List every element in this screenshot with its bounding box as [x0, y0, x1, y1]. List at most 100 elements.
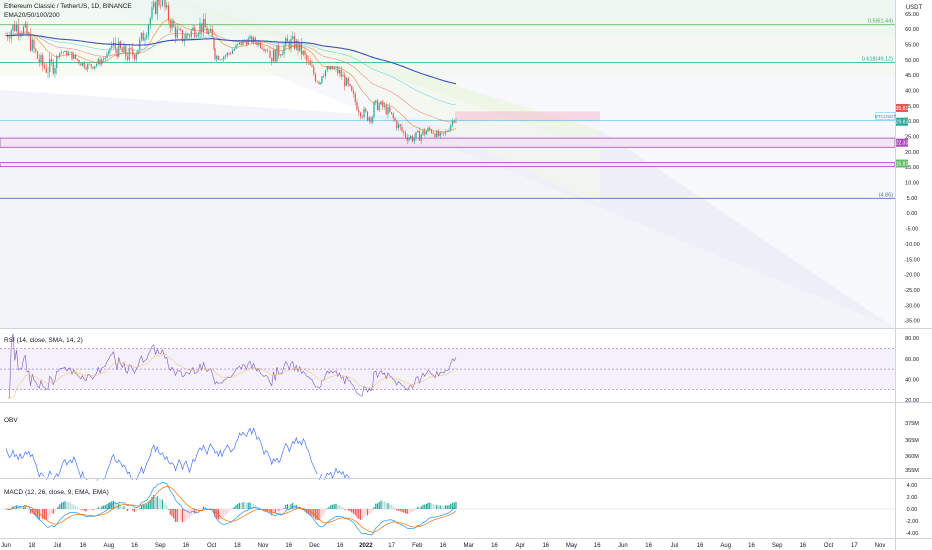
candle-body	[126, 56, 129, 60]
macd-histogram-bar	[306, 509, 308, 514]
candle-body	[87, 63, 89, 70]
macd-histogram-bar	[88, 509, 91, 510]
candle-body	[95, 64, 98, 67]
price-tick-label: -5.00	[906, 227, 919, 233]
time-tick-label: Oct	[207, 543, 217, 549]
support-zone[interactable]	[0, 162, 896, 168]
macd-histogram-bar	[382, 501, 384, 509]
symbol-legend[interactable]: Ethereum Classic / TetherUS, 1D, BINANCE	[4, 3, 132, 10]
macd-histogram-bar	[252, 503, 255, 509]
macd-histogram-bar	[204, 506, 206, 509]
candle-body	[201, 23, 203, 33]
macd-histogram-bar	[158, 497, 160, 509]
obv-tick-label: 375M	[905, 421, 919, 427]
price-axis[interactable]: 65.00 60.00 55.00 50.00 45.00 40.00 35.00 30.00…	[904, 12, 920, 325]
macd-line[interactable]	[5, 481, 457, 536]
ma-legend[interactable]: EMA20/50/100/200	[4, 12, 60, 19]
candle-body	[311, 65, 313, 67]
macd-histogram-bar	[281, 509, 283, 511]
macd-histogram-bar	[245, 503, 248, 509]
candle-body	[235, 44, 237, 49]
macd-histogram-bar	[185, 509, 187, 521]
candle-body	[216, 55, 218, 60]
candle-body	[344, 75, 346, 87]
support-zone[interactable]	[0, 137, 896, 148]
candle-body	[356, 102, 358, 111]
macd-price-axis[interactable]: 4.00 2.00 0.00 -2.00 -4.00	[906, 483, 919, 537]
rsi-title: RSI (14, close, SMA, 14, 2)	[4, 337, 83, 344]
macd-histogram-bar	[140, 504, 143, 509]
macd-histogram-bar	[358, 509, 360, 519]
macd-histogram-bar	[22, 507, 25, 509]
macd-legend[interactable]: MACD (12, 26, close, 9, EMA, EMA)	[4, 489, 109, 496]
macd-histogram-bar	[330, 505, 332, 509]
macd-histogram-bar	[235, 505, 237, 509]
macd-histogram-bar	[49, 509, 51, 516]
candle-body	[219, 59, 221, 61]
macd-histogram-bar	[354, 509, 356, 516]
candle-body	[43, 65, 46, 68]
candle-body	[24, 23, 26, 27]
macd-histogram-bar	[223, 509, 225, 518]
candle-body	[385, 105, 387, 115]
macd-histogram-bar	[247, 502, 249, 509]
macd-histogram-bar	[390, 505, 393, 509]
macd-histogram-bar	[153, 494, 155, 509]
macd-histogram-bar	[181, 509, 184, 523]
rsi-price-axis[interactable]: 80.00 60.00 40.00 20.00	[905, 336, 919, 404]
rsi-sma-line[interactable]	[7, 354, 457, 399]
macd-histogram-bar	[429, 502, 431, 509]
candle-body	[118, 41, 120, 57]
ema-20-line[interactable]	[5, 19, 457, 133]
rsi-legend[interactable]: RSI (14, close, SMA, 14, 2)	[4, 337, 83, 344]
time-tick-label: Oct	[824, 543, 834, 549]
candle-body	[99, 59, 101, 65]
candle-body	[316, 81, 318, 82]
macd-histogram-bar	[365, 509, 367, 516]
candle-body	[251, 36, 253, 43]
macd-histogram-bar	[316, 509, 318, 521]
macd-histogram-bar	[214, 509, 216, 518]
macd-histogram-bar	[242, 502, 244, 509]
macd-histogram-bar	[403, 509, 405, 513]
time-axis[interactable]: Jun 18 Jul 16 Aug 16 Sep 16 Oct 18 Nov 16 Dec 16 2022 1…	[1, 543, 885, 549]
macd-tick-label: -2.00	[906, 519, 919, 525]
obv-legend[interactable]: OBV	[4, 417, 18, 424]
candle-body	[359, 112, 362, 117]
candle-body	[94, 66, 96, 69]
obv-line[interactable]	[6, 428, 456, 480]
macd-histogram-bar	[314, 509, 317, 520]
candle-body	[424, 130, 426, 135]
candle-body	[174, 26, 177, 38]
macd-histogram-bar	[123, 506, 125, 509]
support-lower-tag: 15.81	[896, 162, 909, 168]
macd-histogram-bar	[387, 503, 389, 509]
macd-histogram-bar	[139, 507, 141, 509]
candle-body	[321, 76, 323, 83]
macd-histogram-bar	[104, 505, 106, 509]
macd-histogram-bar	[109, 502, 111, 509]
macd-title: MACD (12, 26, close, 9, EMA, EMA)	[4, 489, 109, 496]
macd-histogram-bar	[233, 506, 235, 509]
candle-body	[404, 132, 407, 138]
obv-price-axis[interactable]: 375M 365M 360M 355M	[905, 421, 919, 474]
macd-histogram-bar	[238, 502, 241, 509]
macd-signal-line[interactable]	[5, 485, 457, 533]
candle-body	[323, 76, 325, 77]
macd-histogram-bar	[43, 509, 46, 520]
candle-body	[378, 104, 380, 111]
rsi-line[interactable]	[7, 333, 457, 399]
candle-body	[38, 58, 40, 63]
macd-histogram-bar	[323, 509, 325, 515]
candle-body	[178, 29, 180, 31]
macd-histogram-bar	[370, 509, 372, 514]
macd-histogram-bar	[276, 509, 278, 511]
candle-body	[258, 42, 260, 46]
candle-body	[62, 52, 64, 53]
macd-histogram-bar	[434, 505, 436, 509]
resistance-box[interactable]	[455, 111, 600, 122]
candle-body	[309, 60, 311, 66]
macd-histogram-bar	[344, 509, 346, 510]
ema-200-line[interactable]	[6, 34, 457, 85]
